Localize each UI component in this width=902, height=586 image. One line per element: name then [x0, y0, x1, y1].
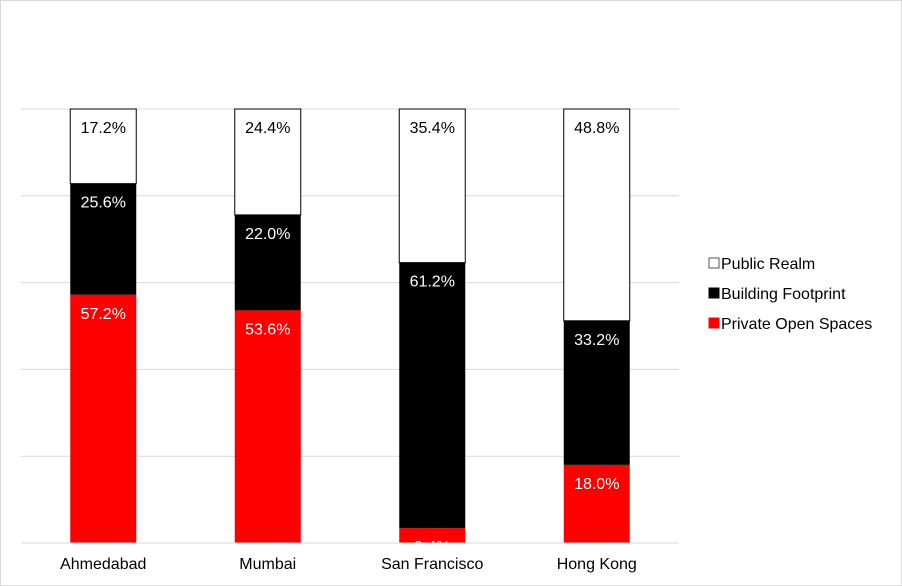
- bar-public-realm-mumbai: [234, 108, 302, 216]
- data-label-public-realm-ahmedabad: 17.2%: [81, 120, 126, 137]
- data-label-public-realm-mumbai: 24.4%: [245, 120, 290, 137]
- data-label-private-open-spaces-san-francisco: 3.4%: [414, 539, 450, 556]
- data-label-public-realm-hong-kong: 48.8%: [574, 120, 619, 137]
- bar-private-open-spaces-hong-kong: [563, 464, 630, 543]
- legend: Public Realm Building Footprint Private Op…: [708, 256, 872, 333]
- bar-private-open-spaces-mumbai: [234, 310, 301, 543]
- bar-building-footprint-hong-kong: [563, 320, 630, 465]
- data-label-building-footprint-hong-kong: 33.2%: [574, 332, 619, 349]
- data-labels: 57.2% 25.6% 17.2% 53.6% 22.0% 24.4% 3.4% 61.2% 3…: [81, 120, 620, 556]
- x-tick-label-san-francisco: San Francisco: [381, 556, 483, 573]
- legend-label-building-footprint: Building Footprint: [721, 286, 846, 303]
- bar-private-open-spaces-san-francisco: [399, 528, 466, 543]
- bar-public-realm-hong-kong: [563, 108, 631, 322]
- legend-label-public-realm: Public Realm: [721, 256, 815, 273]
- x-tick-label-hong-kong: Hong Kong: [557, 556, 637, 573]
- data-label-building-footprint-mumbai: 22.0%: [245, 226, 290, 243]
- bar-public-realm-ahmedabad: [69, 108, 137, 185]
- data-label-public-realm-san-francisco: 35.4%: [410, 120, 455, 137]
- bar-public-realm-san-francisco: [398, 108, 466, 264]
- legend-swatch-public-realm: [708, 257, 720, 269]
- bar-building-footprint-ahmedabad: [70, 183, 137, 295]
- legend-label-private-open-spaces: Private Open Spaces: [721, 316, 872, 333]
- data-label-building-footprint-ahmedabad: 25.6%: [81, 195, 126, 212]
- legend-swatch-building-footprint: [708, 287, 720, 299]
- bar-private-open-spaces-ahmedabad: [70, 294, 137, 543]
- bar-building-footprint-mumbai: [234, 214, 301, 311]
- data-label-private-open-spaces-mumbai: 53.6%: [245, 321, 290, 338]
- data-label-private-open-spaces-ahmedabad: 57.2%: [81, 306, 126, 323]
- data-label-private-open-spaces-hong-kong: 18.0%: [574, 476, 619, 493]
- x-tick-label-ahmedabad: Ahmedabad: [60, 556, 146, 573]
- x-tick-label-mumbai: Mumbai: [239, 556, 296, 573]
- bar-building-footprint-san-francisco: [399, 262, 466, 529]
- data-label-building-footprint-san-francisco: 61.2%: [410, 274, 455, 291]
- bars: [69, 108, 631, 543]
- x-axis: Ahmedabad Mumbai San Francisco Hong Kong: [21, 542, 679, 573]
- legend-swatch-private-open-spaces: [708, 317, 720, 329]
